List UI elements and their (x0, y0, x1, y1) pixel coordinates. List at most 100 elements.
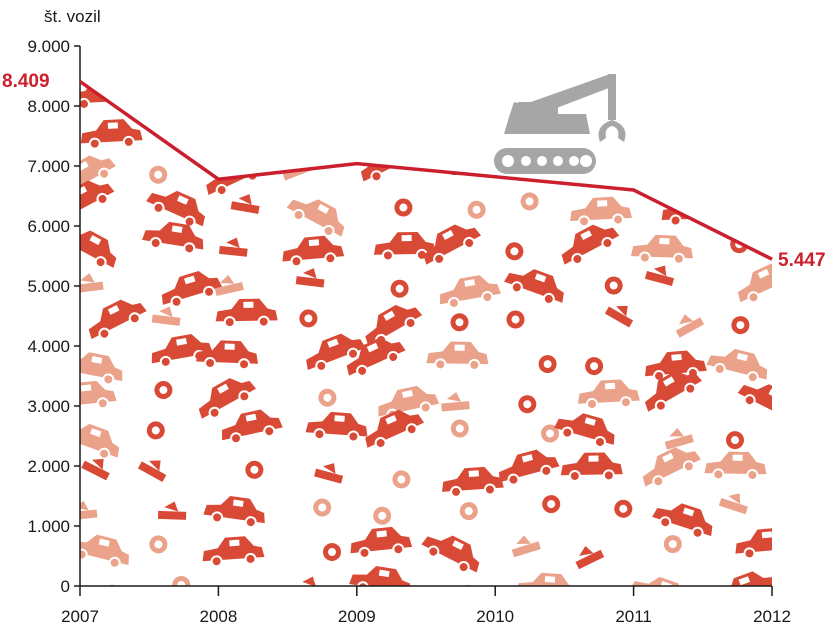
car-pile-piece (392, 470, 411, 489)
car-pile-piece (301, 112, 362, 150)
car-pile-piece (421, 535, 480, 574)
x-tick-label: 2011 (615, 607, 652, 626)
car-pile-piece (154, 381, 173, 399)
car-pile-piece (604, 305, 634, 328)
car-pile-piece (706, 349, 768, 384)
car-pile-piece (313, 498, 332, 517)
car-pile-piece (151, 334, 213, 368)
car-pile-piece (459, 502, 478, 521)
car-pile-piece (149, 535, 168, 554)
car-pile-piece (230, 194, 260, 214)
axes: 0 1.000 2.000 3.000 4.000 5.000 6.000 7.000 8.00… (27, 37, 790, 626)
car-pile-piece (214, 274, 244, 297)
car-pile-piece (504, 269, 564, 305)
car-pile-piece (538, 355, 557, 374)
car-pile-piece (198, 378, 257, 419)
y-tick-label: 0 (61, 577, 70, 596)
excavator-claw-icon (494, 74, 626, 174)
car-pile-piece (717, 571, 772, 587)
car-pile-piece (561, 224, 620, 265)
car-pile-piece (239, 584, 263, 608)
car-pile-piece (394, 198, 413, 217)
car-pile-piece (373, 506, 392, 525)
car-pile-piece (81, 458, 110, 481)
car-pile-piece (644, 265, 675, 286)
car-pile-piece (215, 298, 278, 329)
car-pile-piece (575, 546, 605, 570)
car-pile-piece (505, 242, 524, 261)
y-tick-label: 3.000 (27, 397, 70, 416)
car-pile-piece (450, 313, 469, 332)
car-pile-piece (196, 340, 259, 371)
car-pile-piece (582, 586, 601, 605)
car-pile-piece (142, 221, 204, 255)
car-pile-piece (541, 424, 559, 443)
car-pile-piece (675, 314, 705, 338)
car-pile-piece (350, 526, 413, 559)
car-pile-piece (137, 460, 167, 482)
car-pile-piece (614, 499, 633, 518)
car-pile-piece (299, 309, 318, 328)
car-pile-piece (577, 379, 640, 411)
car-pile-piece (295, 268, 325, 288)
car-pile-piece (172, 576, 191, 587)
x-tick-label: 2007 (61, 607, 99, 626)
car-pile-piece (157, 501, 187, 520)
car-pile-piece (542, 495, 561, 514)
car-pile-piece (323, 543, 341, 561)
y-tick-label: 6.000 (27, 217, 70, 236)
car-pile-piece (80, 352, 123, 386)
car-pile-piece (202, 536, 265, 568)
car-pile-piece (161, 271, 223, 308)
car-pile-piece (585, 357, 604, 376)
car-pile-piece (644, 370, 702, 412)
y-axis-title: št. vozil (44, 7, 101, 26)
car-pile-piece (441, 392, 470, 412)
car-pile-piece (554, 413, 615, 448)
car-pile-piece (506, 310, 525, 329)
car-pile-piece (737, 384, 772, 422)
y-tick-label: 9.000 (27, 37, 70, 56)
car-pile-piece (373, 231, 436, 262)
car-pile-piece (469, 131, 488, 150)
car-pile-piece (652, 503, 713, 539)
car-pile-piece (737, 263, 772, 304)
car-pile-piece (423, 224, 482, 265)
car-pile-piece (524, 81, 554, 96)
car-pile-piece (664, 427, 694, 450)
car-pile-piece (507, 608, 572, 630)
car-pile-piece (80, 500, 98, 521)
car-pile-piece (306, 333, 366, 372)
series-line (78, 80, 773, 261)
x-tick-label: 2009 (338, 607, 376, 626)
data-label-2007: 8.409 (2, 71, 50, 92)
car-pile-piece (735, 527, 772, 560)
car-pile-piece (346, 337, 406, 377)
car-pile-piece (282, 157, 312, 181)
car-pile-piece (439, 275, 501, 309)
car-pile-piece (163, 81, 182, 97)
car-pile-piece (655, 81, 685, 101)
y-tick-label: 8.000 (27, 97, 70, 116)
x-tick-label: 2010 (476, 607, 514, 626)
y-tick-label: 2.000 (27, 457, 70, 476)
car-pile-piece (80, 534, 129, 569)
car-pile-piece (275, 613, 341, 630)
y-tick-label: 4.000 (27, 337, 70, 356)
car-pile-piece (411, 614, 474, 630)
car-pile-piece (629, 110, 688, 150)
car-pile-piece (661, 196, 724, 227)
car-pile-piece (221, 409, 283, 445)
car-pile-piece (441, 466, 504, 498)
car-pile-piece (630, 234, 693, 265)
car-pile-piece (718, 493, 748, 515)
car-pile-piece (80, 119, 143, 150)
car-pile-piece (450, 419, 469, 438)
car-pile-piece (731, 316, 750, 335)
car-pile-piece (365, 305, 423, 347)
car-pile-piece (296, 89, 315, 108)
car-pile-piece (80, 273, 104, 293)
car-pile-piece (282, 235, 345, 268)
car-pile-piece (520, 192, 539, 211)
car-pile-piece (499, 449, 560, 486)
